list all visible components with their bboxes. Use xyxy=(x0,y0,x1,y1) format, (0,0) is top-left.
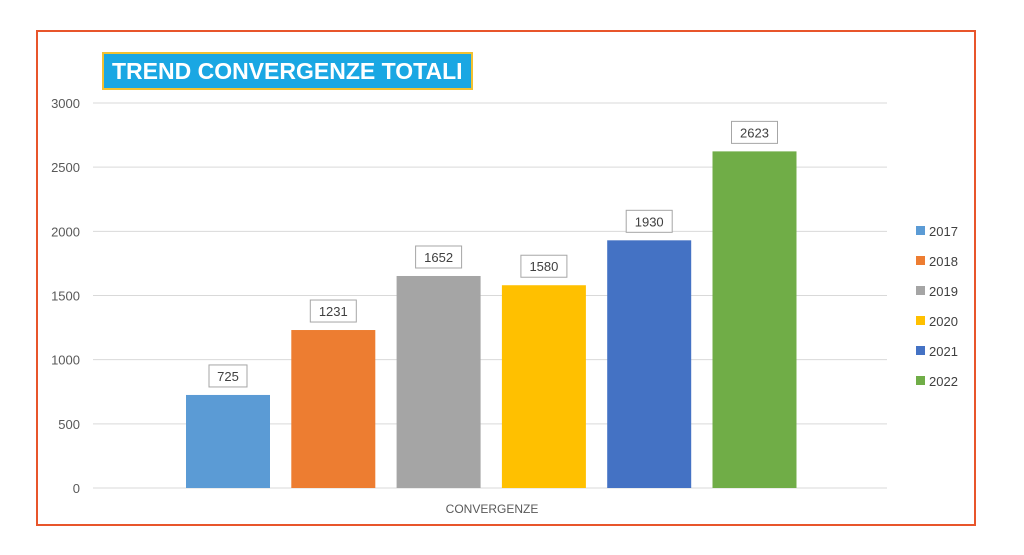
y-tick-label: 3000 xyxy=(51,96,80,111)
legend-label-2020: 2020 xyxy=(929,314,958,329)
data-label-2020: 1580 xyxy=(529,259,558,274)
y-tick-label: 0 xyxy=(73,481,80,496)
bars xyxy=(186,151,797,489)
chart-title: TREND CONVERGENZE TOTALI xyxy=(102,52,473,90)
bar-2019 xyxy=(396,275,481,488)
legend-swatch-2018 xyxy=(916,256,925,265)
legend-label-2018: 2018 xyxy=(929,254,958,269)
y-tick-label: 1500 xyxy=(51,289,80,304)
legend-swatch-2021 xyxy=(916,346,925,355)
legend: 2017 2018 2019 2020 2021 2022 xyxy=(916,224,958,389)
data-label-box-2020 xyxy=(520,254,568,278)
y-axis-ticks: 0 500 1000 1500 2000 2500 3000 xyxy=(51,96,80,496)
legend-label-2019: 2019 xyxy=(929,284,958,299)
data-label-2019: 1652 xyxy=(424,250,453,265)
data-label-2021: 1930 xyxy=(635,214,664,229)
legend-label-2022: 2022 xyxy=(929,374,958,389)
data-label-box-2022 xyxy=(731,120,778,144)
bar-2020 xyxy=(501,285,586,488)
data-label-box-2018 xyxy=(309,299,357,323)
legend-swatch-2022 xyxy=(916,376,925,385)
legend-label-2021: 2021 xyxy=(929,344,958,359)
legend-swatch-2019 xyxy=(916,286,925,295)
legend-swatch-2020 xyxy=(916,316,925,325)
data-label-2017: 725 xyxy=(217,369,239,384)
data-label-2022: 2623 xyxy=(740,125,769,140)
bar-2017 xyxy=(186,394,270,488)
bar-2018 xyxy=(291,330,376,488)
data-labels: 725 1231 1652 1580 1930 2623 xyxy=(208,120,778,388)
data-label-box-2017 xyxy=(208,364,248,388)
data-label-2018: 1231 xyxy=(319,304,348,319)
bar-2021 xyxy=(607,240,692,488)
y-tick-label: 500 xyxy=(58,417,80,432)
data-label-box-2019 xyxy=(415,245,463,269)
legend-swatch-2017 xyxy=(916,226,925,235)
data-label-box-2021 xyxy=(625,209,673,233)
y-tick-label: 2000 xyxy=(51,224,80,239)
y-tick-label: 1000 xyxy=(51,353,80,368)
bar-2022 xyxy=(712,151,797,489)
y-tick-label: 2500 xyxy=(51,160,80,175)
x-axis-title: CONVERGENZE xyxy=(446,502,539,516)
legend-label-2017: 2017 xyxy=(929,224,958,239)
